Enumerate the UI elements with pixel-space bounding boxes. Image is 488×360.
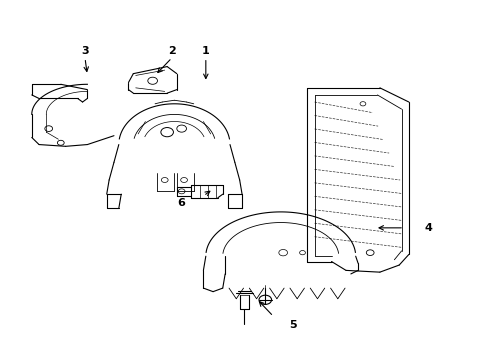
Text: 4: 4 [424,223,431,233]
Text: 2: 2 [168,46,176,56]
Text: 3: 3 [81,46,89,56]
Text: 1: 1 [202,46,209,56]
Text: 5: 5 [288,320,296,330]
Text: 6: 6 [177,198,185,208]
